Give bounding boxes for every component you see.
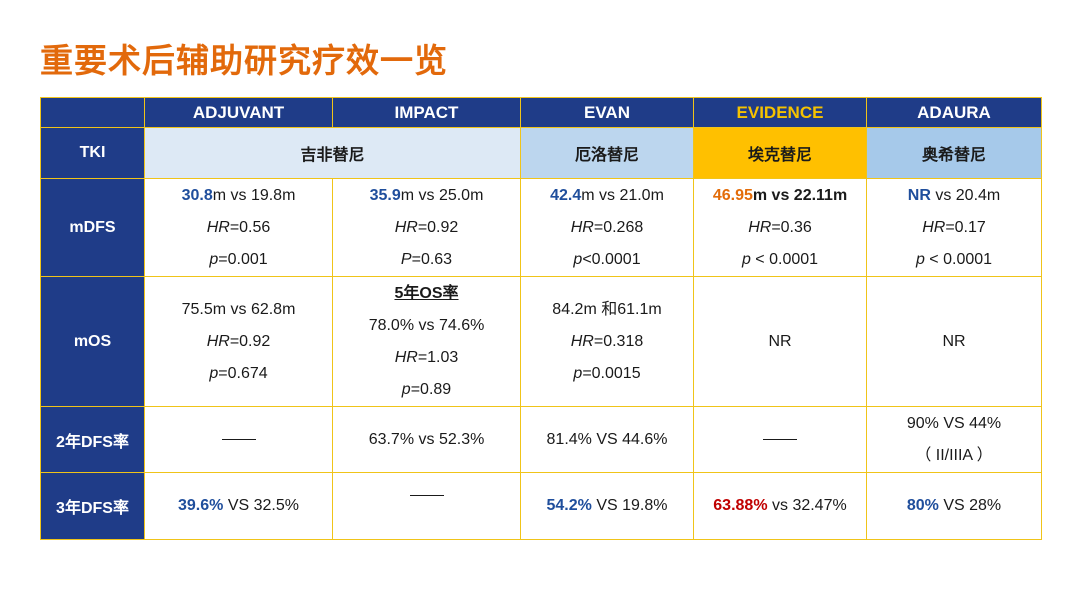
mos-evidence: NR [693, 276, 867, 407]
dfs3-impact [332, 472, 521, 540]
mdfs-impact: 35.9m vs 25.0m HR=0.92 P=0.63 [332, 178, 521, 277]
dfs2-row: 2年DFS率 63.7% vs 52.3% 81.4% VS 44.6% 90%… [40, 406, 1042, 473]
dash-empty [221, 438, 256, 440]
dfs3-adjuvant: 39.6% VS 32.5% [144, 472, 333, 540]
dfs2-evidence [693, 406, 867, 473]
row-label-mos: mOS [40, 276, 145, 407]
page-title: 重要术后辅助研究疗效一览 [40, 41, 448, 80]
mos-impact: 5年OS率 78.0% vs 74.6% HR=1.03 p=0.89 [332, 276, 521, 407]
dfs2-adjuvant [144, 406, 333, 473]
header-impact: IMPACT [332, 97, 521, 128]
header-row: ADJUVANT IMPACT EVAN EVIDENCE ADAURA [40, 97, 1042, 128]
drug-erlotinib: 厄洛替尼 [520, 127, 694, 179]
header-evan: EVAN [520, 97, 694, 128]
drug-icotinib: 埃克替尼 [693, 127, 867, 179]
mdfs-evidence: 46.95m vs 22.11m HR=0.36 p < 0.0001 [693, 178, 867, 277]
mdfs-adaura: NR vs 20.4m HR=0.17 p < 0.0001 [866, 178, 1042, 277]
dfs2-impact: 63.7% vs 52.3% [332, 406, 521, 473]
row-label-dfs3: 3年DFS率 [40, 472, 145, 540]
mos-adjuvant: 75.5m vs 62.8m HR=0.92 p=0.674 [144, 276, 333, 407]
row-label-tki: TKI [40, 127, 145, 179]
mdfs-adjuvant: 30.8m vs 19.8m HR=0.56 p=0.001 [144, 178, 333, 277]
row-label-mdfs: mDFS [40, 178, 145, 277]
header-adjuvant: ADJUVANT [144, 97, 333, 128]
efficacy-table: ADJUVANT IMPACT EVAN EVIDENCE ADAURA TKI… [40, 97, 1042, 540]
mos-row: mOS 75.5m vs 62.8m HR=0.92 p=0.674 5年OS率… [40, 276, 1042, 407]
drug-osimertinib: 奥希替尼 [866, 127, 1042, 179]
header-adaura: ADAURA [866, 97, 1042, 128]
header-evidence: EVIDENCE [693, 97, 867, 128]
mos-adaura: NR [866, 276, 1042, 407]
mos-evan: 84.2m 和61.1m HR=0.318 p=0.0015 [520, 276, 694, 407]
header-corner [40, 97, 145, 128]
dash-empty [409, 495, 444, 496]
dfs3-row: 3年DFS率 39.6% VS 32.5% 54.2% VS 19.8% 63.… [40, 472, 1042, 540]
row-label-dfs2: 2年DFS率 [40, 406, 145, 473]
dfs3-evan: 54.2% VS 19.8% [520, 472, 694, 540]
dfs2-evan: 81.4% VS 44.6% [520, 406, 694, 473]
mdfs-evan: 42.4m vs 21.0m HR=0.268 p<0.0001 [520, 178, 694, 277]
dfs3-evidence: 63.88% vs 32.47% [693, 472, 867, 540]
dash-empty [763, 438, 797, 440]
tki-row: TKI 吉非替尼 厄洛替尼 埃克替尼 奥希替尼 [40, 127, 1042, 179]
dfs3-adaura: 80% VS 28% [866, 472, 1042, 540]
dfs2-adaura: 90% VS 44% （ II/IIIA ） [866, 406, 1042, 473]
drug-gefitinib: 吉非替尼 [144, 127, 521, 179]
mdfs-row: mDFS 30.8m vs 19.8m HR=0.56 p=0.001 35.9… [40, 178, 1042, 277]
